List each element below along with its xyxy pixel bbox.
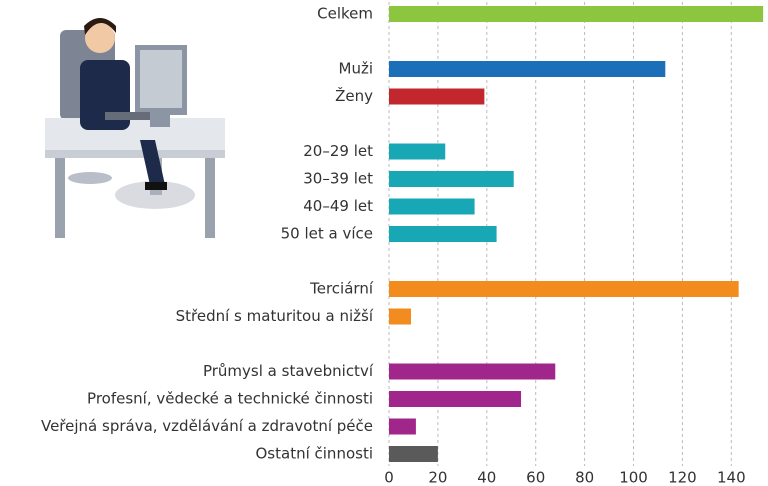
y-tick-label: Terciární (309, 280, 374, 298)
y-tick-label: 50 let a více (281, 225, 373, 243)
x-tick-label: 0 (384, 469, 394, 486)
bar (389, 143, 446, 160)
y-tick-label: Ostatní činnosti (256, 445, 374, 463)
illustration (45, 18, 225, 238)
x-tick-label: 80 (575, 469, 594, 486)
x-tick-label: 60 (526, 469, 545, 486)
x-tick-label: 20 (428, 469, 447, 486)
y-tick-label: Průmysl a stavebnictví (203, 362, 374, 380)
bar (389, 88, 485, 105)
x-tick-label: 140 (717, 469, 746, 486)
bar (389, 226, 497, 242)
y-tick-label: 40–49 let (303, 197, 373, 215)
x-tick-label: 120 (668, 469, 697, 486)
bar (389, 418, 416, 435)
bar (389, 308, 412, 325)
bar (389, 198, 475, 215)
y-tick-label: Střední s maturitou a nižší (176, 307, 374, 325)
y-tick-label: Celkem (317, 5, 373, 23)
y-tick-label: Muži (339, 60, 374, 78)
bar (389, 446, 438, 462)
x-tick-label: 40 (477, 469, 496, 486)
y-tick-label: Ženy (335, 86, 373, 105)
y-tick-label: Veřejná správa, vzdělávání a zdravotní p… (41, 417, 373, 435)
bar (389, 281, 739, 297)
bar (389, 6, 764, 22)
bar (389, 171, 514, 187)
bar (389, 363, 556, 380)
y-tick-label: Profesní, vědecké a technické činnosti (87, 390, 373, 408)
bar (389, 61, 666, 77)
bar (389, 391, 522, 407)
x-tick-label: 100 (619, 469, 648, 486)
y-tick-label: 30–39 let (303, 170, 373, 188)
y-tick-label: 20–29 let (303, 142, 373, 160)
